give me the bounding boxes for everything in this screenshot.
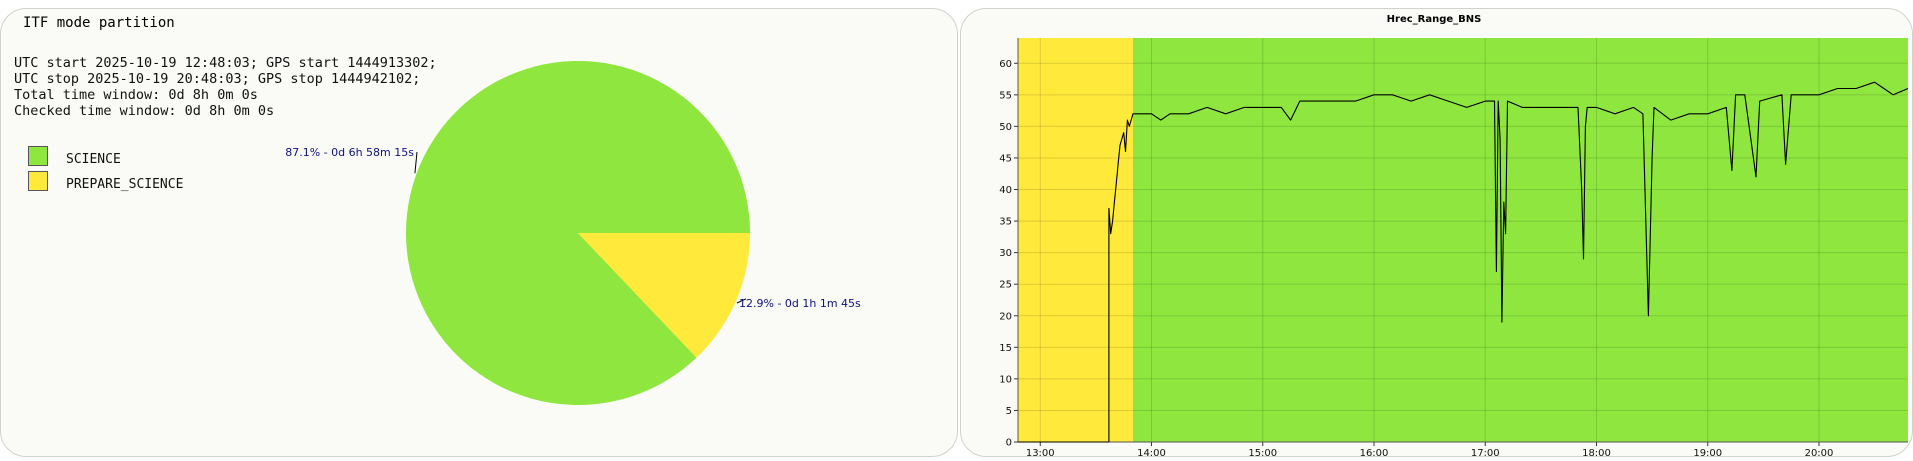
y-tick-label: 40 (999, 185, 1012, 196)
x-tick-label: 17:00 (1471, 448, 1500, 457)
pie-chart: 87.1% - 0d 6h 58m 15s 12.9% - 0d 1h 1m 45… (285, 61, 861, 406)
line-chart-panel: 0 5 10 15 20 25 30 35 40 45 50 55 60 13:00 14:00 15:00 1… (960, 8, 1913, 457)
line-chart-title: Hrec_Range_BNS (1387, 14, 1482, 25)
series-line-hrec-range-bns (1018, 81, 1909, 443)
band-prepare-science (1018, 38, 1133, 442)
pie-slice-science (406, 61, 750, 406)
total-time-window-line: Total time window: 0d 8h 0m 0s (14, 87, 258, 103)
y-tick-label: 60 (999, 59, 1012, 70)
y-tick-label: 5 (1006, 406, 1012, 417)
x-tick-label: 18:00 (1582, 448, 1611, 457)
y-tick-label: 25 (999, 280, 1012, 291)
checked-time-window-line: Checked time window: 0d 8h 0m 0s (14, 103, 275, 119)
pie-chart-panel: ITF mode partition UTC start 2025-10-19 … (0, 8, 958, 457)
pie-slice-prepare-science (578, 233, 750, 358)
x-tick-label: 15:00 (1248, 448, 1277, 457)
utc-start-line: UTC start 2025-10-19 12:48:03; GPS start… (14, 55, 437, 71)
x-tick-label: 16:00 (1360, 448, 1389, 457)
pie-slice-label: 87.1% - 0d 6h 58m 15s (285, 146, 414, 159)
line-chart: 0 5 10 15 20 25 30 35 40 45 50 55 60 13:00 14:00 15:00 1… (999, 14, 1909, 457)
pie-slice-label: 12.9% - 0d 1h 1m 45s (739, 297, 861, 310)
x-tick-label: 20:00 (1805, 448, 1834, 457)
y-tick-label: 35 (999, 217, 1012, 228)
pie-chart-title: ITF mode partition (23, 15, 175, 31)
x-tick-label: 14:00 (1137, 448, 1166, 457)
utc-stop-line: UTC stop 2025-10-19 20:48:03; GPS stop 1… (14, 71, 421, 87)
pie-label-leader (414, 151, 418, 174)
y-tick-label: 15 (999, 343, 1012, 354)
y-tick-label: 55 (999, 90, 1012, 101)
x-tick-label: 19:00 (1693, 448, 1722, 457)
y-tick-label: 10 (999, 374, 1012, 385)
legend-label-prepare-science: PREPARE_SCIENCE (66, 177, 184, 192)
band-science (1132, 38, 1908, 442)
pie-label-leader (736, 298, 747, 304)
legend-label-science: SCIENCE (66, 152, 121, 167)
y-tick-label: 30 (999, 248, 1012, 259)
x-tick-label: 13:00 (1026, 448, 1055, 457)
y-tick-label: 50 (999, 122, 1012, 133)
legend-swatch-science (28, 146, 48, 166)
y-tick-label: 0 (1006, 438, 1012, 449)
y-tick-label: 45 (999, 153, 1012, 164)
y-tick-label: 20 (999, 311, 1012, 322)
legend-swatch-prepare-science (28, 171, 48, 191)
